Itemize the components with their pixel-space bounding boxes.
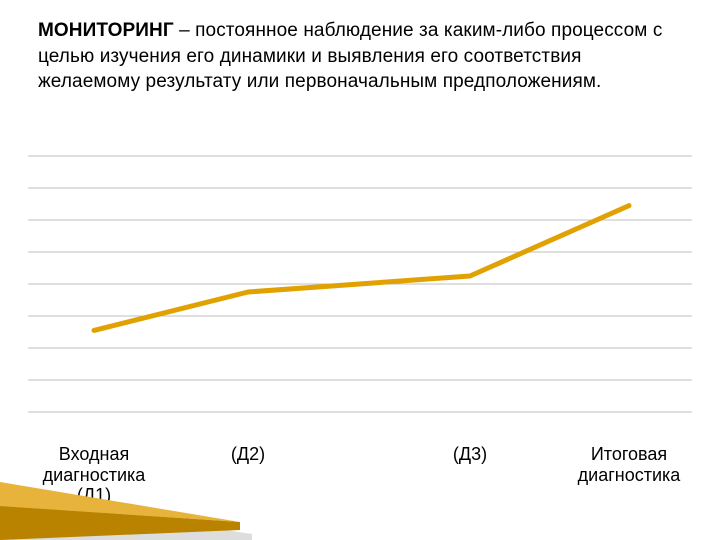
heading-paragraph: МОНИТОРИНГ – постоянное наблюдение за ка… bbox=[38, 18, 678, 95]
x-axis-label: (Д3) bbox=[440, 444, 500, 465]
x-axis-label: Входная диагностика (Д1) bbox=[34, 444, 154, 506]
x-axis-labels: Входная диагностика (Д1) (Д2) (Д3) Итоговая… bbox=[28, 444, 692, 514]
line-chart-svg bbox=[28, 150, 692, 430]
x-axis-label: (Д2) bbox=[218, 444, 278, 465]
heading-bold: МОНИТОРИНГ bbox=[38, 20, 174, 41]
line-chart bbox=[28, 150, 692, 430]
slide-root: МОНИТОРИНГ – постоянное наблюдение за ка… bbox=[0, 0, 720, 540]
x-axis-label: Итоговая диагностика bbox=[564, 444, 694, 485]
data-line bbox=[94, 206, 629, 331]
